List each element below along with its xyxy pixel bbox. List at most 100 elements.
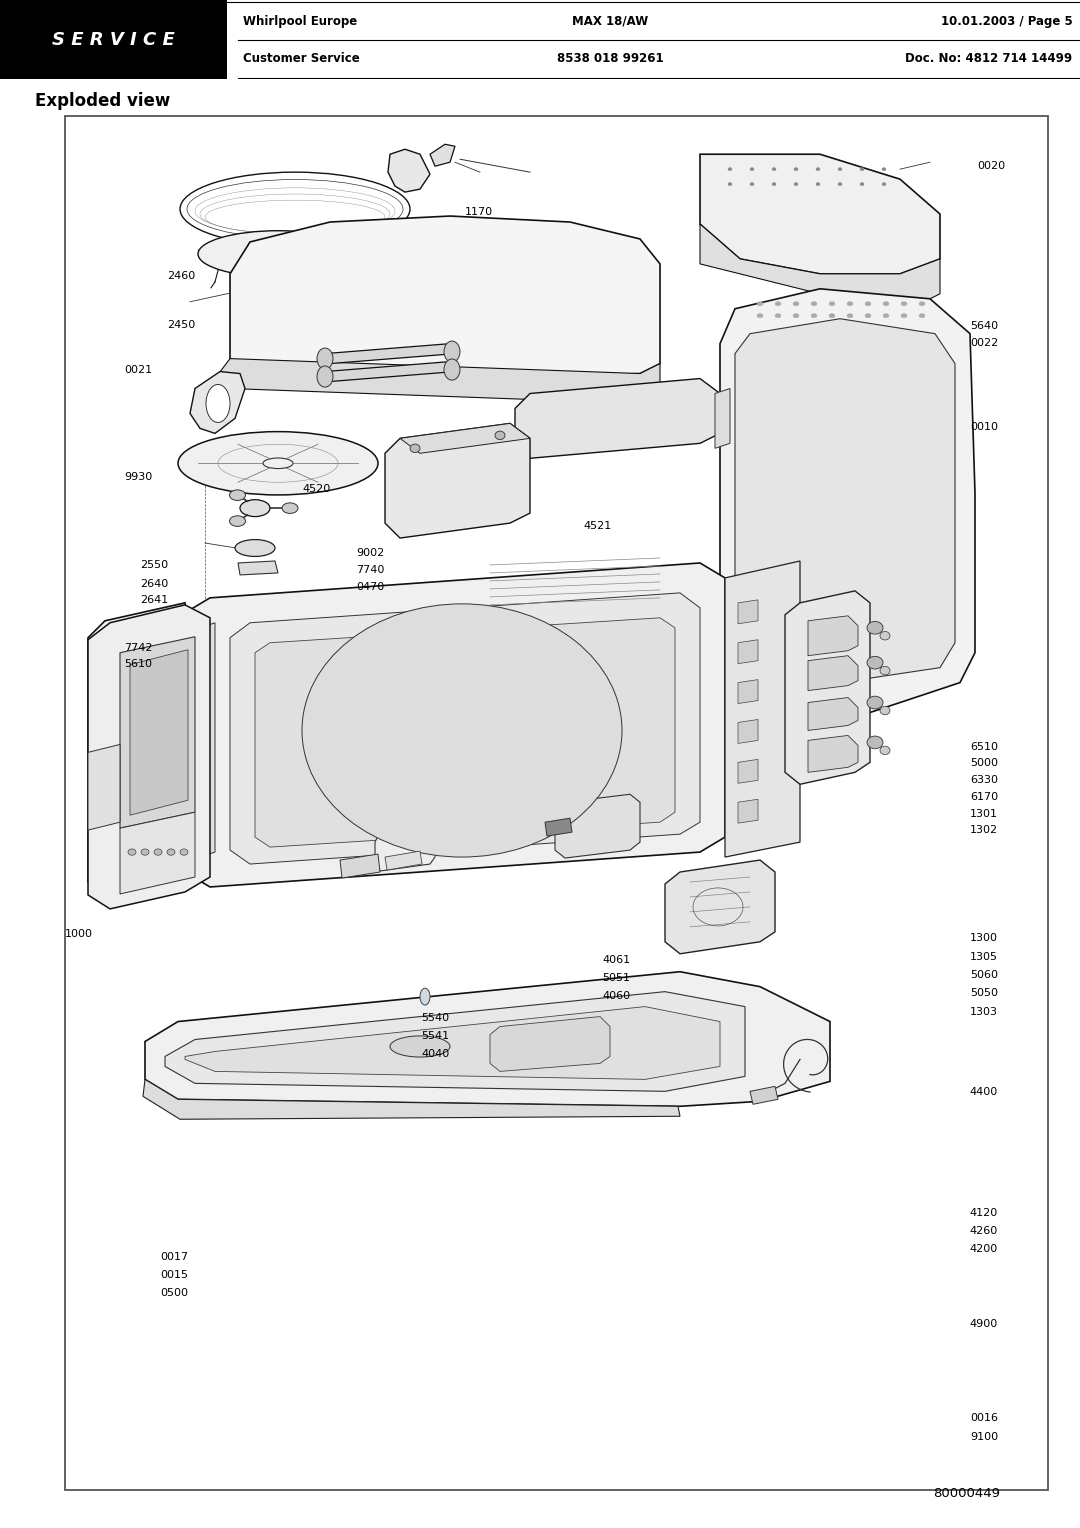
Polygon shape	[384, 423, 530, 538]
Text: 9930: 9930	[124, 472, 152, 481]
Ellipse shape	[728, 168, 732, 171]
Ellipse shape	[772, 168, 777, 171]
Ellipse shape	[838, 168, 842, 171]
Text: 2641: 2641	[140, 596, 168, 605]
Text: 5000: 5000	[970, 758, 998, 769]
Text: 5640: 5640	[970, 321, 998, 332]
Text: 5540: 5540	[421, 1013, 449, 1022]
Text: 7740: 7740	[356, 565, 384, 575]
Ellipse shape	[178, 431, 378, 495]
Ellipse shape	[282, 503, 298, 513]
Polygon shape	[130, 649, 188, 816]
Polygon shape	[143, 1079, 680, 1118]
Ellipse shape	[495, 431, 505, 440]
Text: 5060: 5060	[970, 970, 998, 979]
Text: 8538 018 99261: 8538 018 99261	[557, 52, 663, 64]
Text: 0015: 0015	[160, 1270, 188, 1280]
Ellipse shape	[816, 168, 820, 171]
Ellipse shape	[750, 168, 754, 171]
Text: 10.01.2003 / Page 5: 10.01.2003 / Page 5	[941, 15, 1072, 28]
Ellipse shape	[390, 1036, 450, 1057]
Ellipse shape	[206, 385, 230, 422]
Ellipse shape	[867, 697, 883, 709]
Ellipse shape	[880, 631, 890, 640]
Text: 0500: 0500	[160, 1288, 188, 1299]
Text: 4260: 4260	[970, 1225, 998, 1236]
Ellipse shape	[919, 313, 924, 318]
Text: 4200: 4200	[970, 1244, 998, 1254]
Ellipse shape	[883, 301, 889, 306]
Text: 5050: 5050	[970, 989, 998, 998]
Polygon shape	[87, 744, 120, 830]
Ellipse shape	[880, 706, 890, 715]
Polygon shape	[808, 698, 858, 730]
Polygon shape	[400, 423, 530, 454]
Ellipse shape	[794, 168, 798, 171]
Polygon shape	[230, 593, 700, 863]
Polygon shape	[735, 319, 955, 683]
Text: 0470: 0470	[356, 582, 384, 591]
Text: 4120: 4120	[970, 1207, 998, 1218]
Ellipse shape	[880, 746, 890, 755]
Text: 80000449: 80000449	[933, 1487, 1000, 1500]
Text: 0022: 0022	[970, 338, 998, 348]
Ellipse shape	[775, 301, 781, 306]
Polygon shape	[738, 601, 758, 623]
Polygon shape	[120, 813, 195, 894]
Polygon shape	[165, 992, 745, 1091]
Ellipse shape	[811, 313, 816, 318]
Ellipse shape	[829, 301, 835, 306]
Polygon shape	[87, 604, 185, 900]
Polygon shape	[185, 1007, 720, 1079]
Polygon shape	[185, 562, 725, 886]
Polygon shape	[325, 344, 455, 364]
Polygon shape	[738, 799, 758, 824]
Polygon shape	[785, 591, 870, 784]
Text: 1301: 1301	[970, 808, 998, 819]
Polygon shape	[384, 851, 422, 869]
Ellipse shape	[444, 359, 460, 380]
Text: 0020: 0020	[977, 160, 1005, 171]
Ellipse shape	[198, 231, 357, 277]
Polygon shape	[215, 359, 660, 403]
Ellipse shape	[816, 182, 820, 186]
Text: 1305: 1305	[970, 952, 998, 961]
Ellipse shape	[867, 622, 883, 634]
Ellipse shape	[757, 301, 762, 306]
Ellipse shape	[728, 182, 732, 186]
Polygon shape	[750, 1086, 778, 1105]
Ellipse shape	[229, 490, 245, 501]
Text: 4040: 4040	[421, 1050, 449, 1059]
Ellipse shape	[883, 313, 889, 318]
Polygon shape	[340, 854, 380, 879]
Ellipse shape	[180, 850, 188, 856]
Text: 0016: 0016	[970, 1413, 998, 1423]
Ellipse shape	[919, 301, 924, 306]
Text: Whirlpool Europe: Whirlpool Europe	[243, 15, 357, 28]
Ellipse shape	[794, 182, 798, 186]
Text: 1300: 1300	[970, 934, 998, 943]
Text: 4061: 4061	[603, 955, 631, 964]
Ellipse shape	[154, 850, 162, 856]
Polygon shape	[230, 215, 660, 379]
Polygon shape	[808, 656, 858, 691]
Text: 1000: 1000	[65, 929, 93, 938]
Ellipse shape	[141, 850, 149, 856]
Ellipse shape	[772, 182, 777, 186]
Polygon shape	[238, 561, 278, 575]
Ellipse shape	[901, 313, 907, 318]
Ellipse shape	[750, 182, 754, 186]
Text: S E R V I C E: S E R V I C E	[52, 31, 175, 49]
Ellipse shape	[129, 850, 136, 856]
Polygon shape	[715, 388, 730, 448]
Text: 4060: 4060	[603, 992, 631, 1001]
Ellipse shape	[811, 301, 816, 306]
Ellipse shape	[229, 516, 245, 526]
Ellipse shape	[860, 168, 864, 171]
Polygon shape	[725, 561, 800, 857]
Text: 5051: 5051	[603, 973, 631, 983]
Text: 0021: 0021	[124, 365, 152, 376]
Ellipse shape	[867, 657, 883, 669]
Ellipse shape	[235, 539, 275, 556]
Polygon shape	[808, 735, 858, 772]
